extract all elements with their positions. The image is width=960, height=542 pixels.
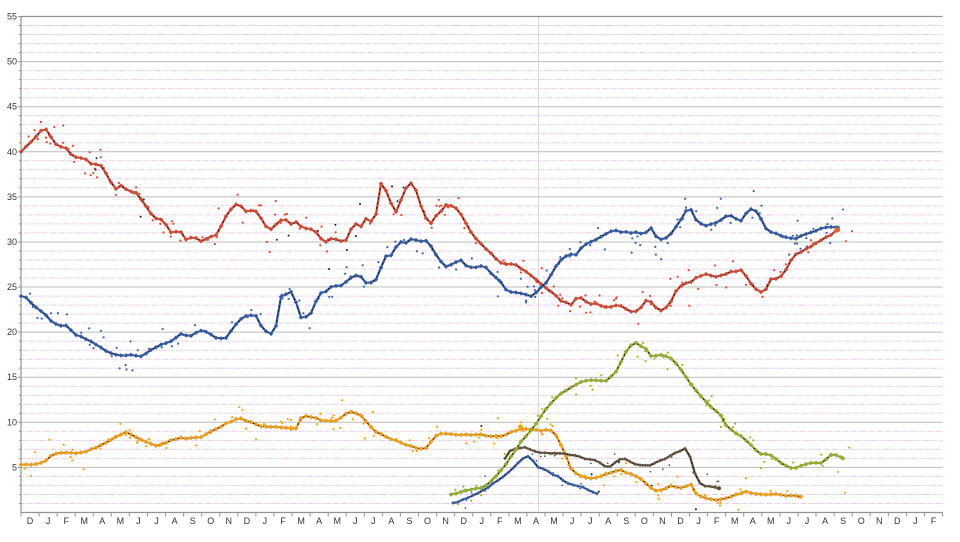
svg-text:45: 45 [7, 102, 17, 112]
svg-text:S: S [406, 516, 412, 526]
svg-text:30: 30 [7, 237, 17, 247]
svg-text:J: J [805, 516, 810, 526]
svg-text:A: A [172, 516, 178, 526]
svg-text:J: J [154, 516, 159, 526]
svg-text:M: M [550, 516, 558, 526]
svg-text:N: N [876, 516, 883, 526]
svg-text:J: J [263, 516, 268, 526]
svg-text:J: J [787, 516, 792, 526]
svg-text:D: D [460, 516, 467, 526]
svg-text:10: 10 [7, 417, 17, 427]
svg-text:20: 20 [7, 327, 17, 337]
svg-text:A: A [316, 516, 322, 526]
svg-text:M: M [80, 516, 88, 526]
svg-text:D: D [894, 516, 901, 526]
svg-text:O: O [858, 516, 865, 526]
svg-text:55: 55 [7, 12, 17, 22]
svg-text:F: F [714, 516, 720, 526]
svg-text:5: 5 [12, 462, 17, 472]
svg-text:A: A [822, 516, 828, 526]
svg-text:J: J [353, 516, 358, 526]
svg-text:N: N [442, 516, 449, 526]
svg-text:J: J [371, 516, 376, 526]
svg-text:M: M [514, 516, 522, 526]
svg-text:J: J [588, 516, 593, 526]
svg-text:D: D [244, 516, 251, 526]
svg-text:A: A [605, 516, 611, 526]
svg-text:F: F [497, 516, 503, 526]
svg-text:35: 35 [7, 192, 17, 202]
svg-text:A: A [750, 516, 756, 526]
svg-text:N: N [226, 516, 233, 526]
svg-text:M: M [333, 516, 341, 526]
svg-text:J: J [480, 516, 485, 526]
svg-text:A: A [388, 516, 394, 526]
svg-text:A: A [533, 516, 539, 526]
svg-text:J: J [696, 516, 701, 526]
svg-text:M: M [767, 516, 775, 526]
svg-text:F: F [63, 516, 69, 526]
svg-text:S: S [623, 516, 629, 526]
svg-text:J: J [570, 516, 575, 526]
svg-text:S: S [840, 516, 846, 526]
svg-text:J: J [136, 516, 141, 526]
svg-text:50: 50 [7, 57, 17, 67]
svg-text:O: O [424, 516, 431, 526]
svg-text:J: J [46, 516, 51, 526]
svg-text:D: D [677, 516, 684, 526]
svg-text:O: O [641, 516, 648, 526]
svg-text:A: A [99, 516, 105, 526]
svg-text:F: F [280, 516, 286, 526]
svg-text:J: J [913, 516, 918, 526]
svg-text:25: 25 [7, 282, 17, 292]
svg-text:N: N [659, 516, 666, 526]
svg-text:M: M [297, 516, 305, 526]
svg-text:O: O [207, 516, 214, 526]
svg-text:S: S [190, 516, 196, 526]
svg-text:D: D [27, 516, 34, 526]
svg-text:M: M [731, 516, 739, 526]
svg-text:M: M [117, 516, 125, 526]
svg-text:40: 40 [7, 147, 17, 157]
svg-text:F: F [931, 516, 937, 526]
svg-text:15: 15 [7, 372, 17, 382]
